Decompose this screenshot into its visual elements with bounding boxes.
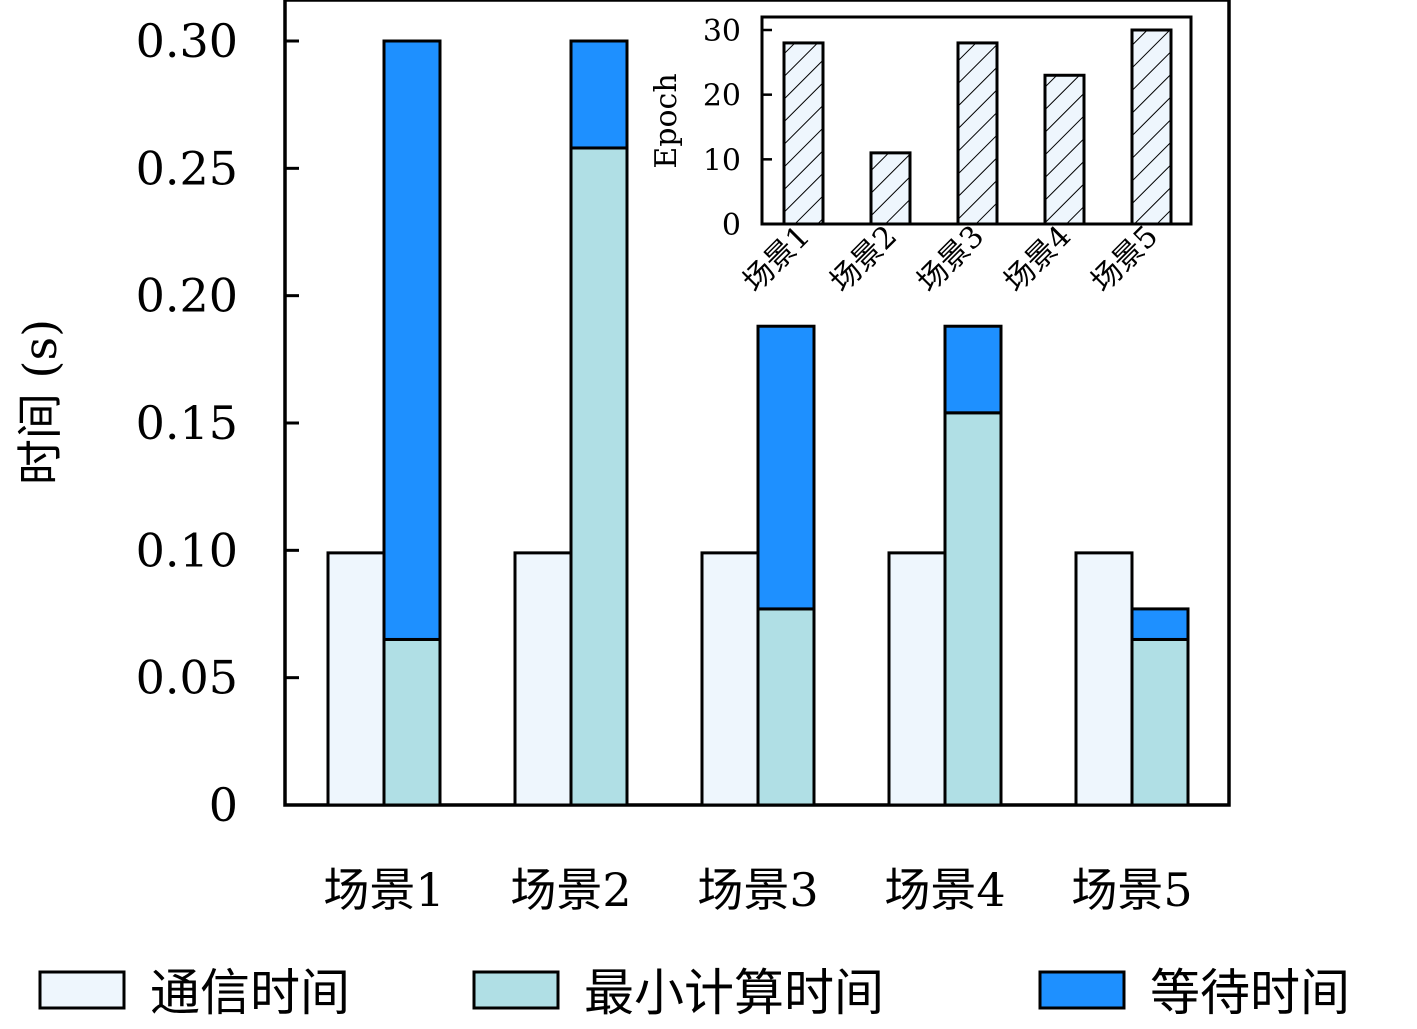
legend-label: 最小计算时间 [584,964,884,1022]
inset-x-tick-label: 场景2 [823,219,904,300]
y-tick-label: 0.15 [136,396,238,450]
legend-label: 等待时间 [1150,964,1350,1022]
legend: 通信时间 最小计算时间 等待时间 [38,964,1350,1022]
inset-bar-epoch [869,151,912,226]
inset-y-tick-label: 20 [703,79,741,114]
bar-wait-time [756,324,816,611]
legend-swatch [38,970,126,1010]
inset-y-tick-label: 30 [703,14,741,49]
bar-communication-time [326,551,386,807]
x-tick-label: 场景2 [510,863,631,917]
inset-bar-epoch [1043,73,1086,226]
inset-x-tick-label: 场景1 [736,219,817,300]
bar-min-compute-time [569,146,629,807]
bar-wait-time [943,324,1003,415]
bar-communication-time [887,551,947,807]
x-tick-label: 场景4 [884,863,1005,917]
x-tick-label: 场景3 [697,863,818,917]
y-tick-label: 0.25 [136,141,238,195]
inset-x-tick-label: 场景5 [1084,219,1165,300]
inset-x-tick-label: 场景4 [997,219,1078,300]
bar-min-compute-time [756,607,816,807]
bar-min-compute-time [943,411,1003,807]
inset-x-tick-label: 场景3 [910,219,991,300]
x-tick-label: 场景1 [323,863,444,917]
bar-wait-time [382,39,442,641]
y-tick-label: 0.20 [136,269,238,323]
bar-min-compute-time [382,637,442,807]
main-plot: 00.050.100.150.200.250.30 场景1 场景2 场景3 场景4 场景… [13,0,1231,917]
inset-plot: 0 10 20 30 场景1 场景2 场景3 场景4 场景5 Epoch [649,14,1193,300]
inset-y-tick-label: 10 [703,143,741,178]
inset-plot-frame [760,15,1193,226]
main-y-axis-label: 时间 (s) [13,319,67,485]
y-tick-label: 0.05 [136,651,238,705]
inset-y-axis-label: Epoch [649,73,684,168]
inset-bar-epoch [1130,28,1173,226]
bar-communication-time [700,551,760,807]
y-tick-label: 0.10 [136,523,238,577]
legend-swatch [472,970,560,1010]
y-tick-label: 0.30 [136,14,238,68]
legend-label: 通信时间 [150,964,350,1022]
y-tick-label: 0 [209,778,238,832]
bar-wait-time [569,39,629,150]
bar-wait-time [1130,607,1190,641]
inset-bar-epoch [782,41,825,226]
inset-bar-epoch [956,41,999,226]
bar-communication-time [1074,551,1134,807]
legend-swatch [1038,970,1126,1010]
bar-communication-time [513,551,573,807]
inset-y-tick-label: 0 [722,208,741,243]
x-tick-label: 场景5 [1071,863,1192,917]
bar-min-compute-time [1130,637,1190,807]
